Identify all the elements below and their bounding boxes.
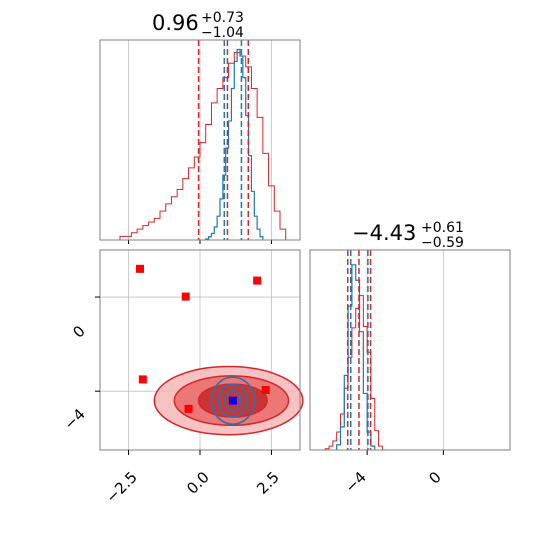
- y-marginal-title-plus: +0.61: [421, 220, 464, 236]
- x2-tick-label-0: 0: [425, 468, 444, 487]
- x-marginal-panel: 0.96 +0.73 −1.04: [99, 10, 301, 244]
- x-marginal-title-plus: +0.73: [201, 10, 244, 26]
- joint-red-square-4: [184, 404, 193, 413]
- x-marginal-frame: [99, 39, 301, 241]
- y-marginal-histograms: [324, 264, 383, 450]
- x2-tick-label-neg4: −4: [341, 468, 369, 496]
- y-marginal-title-median: −4.43: [352, 221, 416, 245]
- x-marginal-title-minus: −1.04: [201, 25, 244, 41]
- x-tick-label-2.5: 2.5: [253, 468, 283, 498]
- joint-red-square-2: [181, 292, 190, 301]
- joint-blue-square: [228, 396, 237, 405]
- x-tick-label-0.0: 0.0: [183, 468, 213, 498]
- y-marginal-panel: −4.43 +0.61 −0.59 −4 0: [309, 220, 511, 496]
- joint-red-square-1: [253, 276, 262, 285]
- x-marginal-hist-blue: [205, 48, 264, 240]
- joint-markers: [136, 264, 270, 413]
- joint-contours: [153, 365, 304, 436]
- y-tick-label-neg4: −4: [60, 405, 88, 433]
- joint-panel: −2.5 0.0 2.5 0 −4: [60, 249, 304, 507]
- y-marginal-grid: [366, 250, 444, 455]
- x-marginal-quantile-lines: [197, 40, 250, 240]
- y-marginal-hist-blue: [336, 264, 376, 450]
- joint-blue-contour-2: [224, 389, 242, 412]
- x-marginal-title-median: 0.96: [152, 11, 199, 35]
- joint-blue-contour-0: [210, 376, 256, 425]
- y-marginal-hist-red: [324, 295, 383, 450]
- y-marginal-frame: [309, 249, 511, 451]
- y-marginal-title-minus: −0.59: [421, 235, 464, 251]
- x-tick-label-neg2.5: −2.5: [102, 468, 140, 506]
- y-tick-label-0: 0: [69, 322, 88, 341]
- joint-red-square-0: [136, 264, 144, 273]
- x-marginal-grid: [128, 40, 272, 244]
- x-marginal-histograms: [119, 48, 287, 240]
- y-marginal-quantile-lines: [346, 250, 372, 450]
- joint-red-square-3: [138, 375, 147, 384]
- x-marginal-hist-red: [119, 51, 287, 240]
- joint-blue-contour-1: [217, 383, 248, 418]
- joint-red-square-5: [261, 386, 270, 394]
